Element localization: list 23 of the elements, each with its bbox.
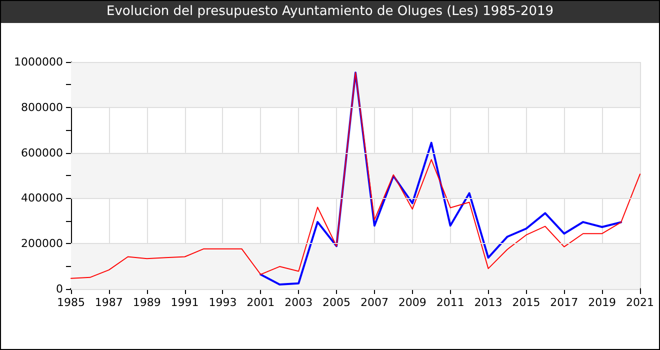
y-tick-label: 200000 bbox=[21, 237, 63, 250]
x-tick-label: 1985 bbox=[57, 296, 85, 309]
x-tick-label: 2011 bbox=[436, 296, 464, 309]
x-tick-label: 2003 bbox=[284, 296, 313, 309]
x-tick-label: 1987 bbox=[94, 296, 123, 309]
y-tick-label: 600000 bbox=[21, 146, 63, 160]
x-tick-label: 2017 bbox=[550, 296, 578, 309]
x-tick-label: 2021 bbox=[626, 296, 654, 309]
x-tick-label: 2007 bbox=[360, 296, 388, 309]
x-tick-label: 1989 bbox=[132, 296, 161, 309]
x-tick-label: 2001 bbox=[246, 296, 275, 309]
chart-title: Evolucion del presupuesto Ayuntamiento de Oluges (Les) 1985-2019 bbox=[106, 4, 554, 19]
x-tick-label: 1991 bbox=[170, 296, 199, 309]
x-tick-label: 2015 bbox=[512, 296, 540, 309]
x-tick-label: 2005 bbox=[322, 296, 351, 309]
x-tick-label: 2009 bbox=[398, 296, 426, 309]
x-tick-label: 2019 bbox=[588, 296, 616, 309]
x-tick-label: 2013 bbox=[474, 296, 502, 309]
y-tick-label: 1000000 bbox=[14, 56, 63, 68]
x-tick-label: 1993 bbox=[208, 296, 237, 309]
y-tick-label: 0 bbox=[56, 282, 63, 296]
y-tick-label: 400000 bbox=[21, 192, 63, 205]
y-tick-label: 800000 bbox=[21, 100, 63, 114]
